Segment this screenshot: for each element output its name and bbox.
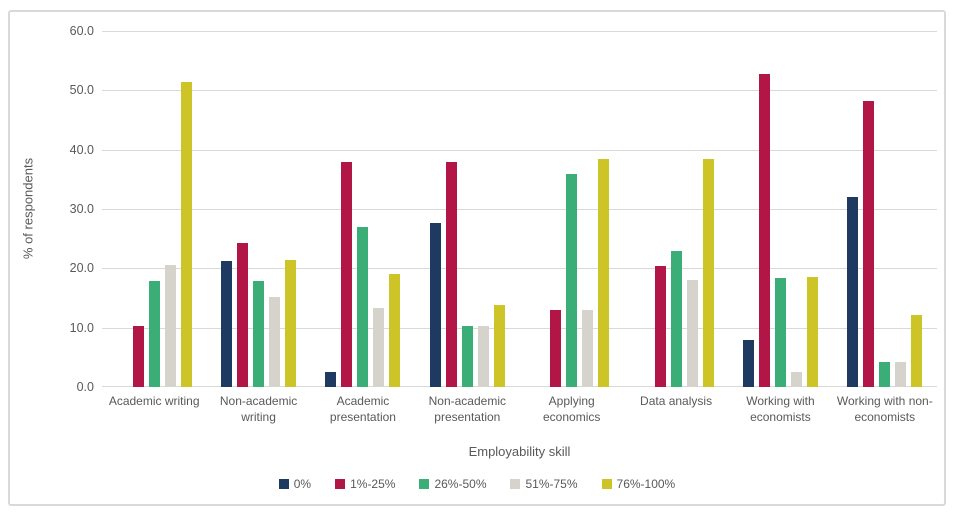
gridline [102,90,937,92]
bar [389,274,401,387]
legend-label: 1%-25% [350,477,396,491]
bar [582,310,594,387]
bar [742,340,754,387]
bar-group [206,31,310,387]
x-axis: Academic writing Non-academic writing Acad… [102,394,937,425]
category-label: Non-academic writing [219,394,298,424]
gridline [102,209,937,210]
bar [429,223,441,387]
legend-label: 0% [293,477,312,491]
legend-label: 76%-100% [616,477,676,491]
bar [758,73,770,387]
category-cell: Applying economics [520,394,624,425]
bar [325,371,337,387]
category-label: Non-academic presentation [428,394,506,424]
bar [493,305,505,387]
legend-item: 51%-75% [510,477,578,491]
legend-item: 76%-100% [601,477,676,491]
y-tick-label: 40.0 [69,142,94,157]
y-axis: 60.0 50.0 40.0 30.0 20.0 10.0 0.0 [10,24,94,394]
bar [863,101,875,387]
category-label: Academic writing [108,394,200,408]
bar [879,362,891,387]
bar-group [624,31,728,387]
bar-group [311,31,415,387]
bar [911,315,923,387]
category-cell: Academic presentation [311,394,415,425]
y-tick-label: 10.0 [69,320,94,335]
bar [806,277,818,387]
category-label: Data analysis [640,394,713,408]
bar [566,174,578,387]
bar-groups [102,31,937,387]
bar-group [415,31,519,387]
bar [461,325,473,387]
y-tick-label: 30.0 [69,202,94,216]
x-axis-title: Employability skill [468,444,571,459]
bar [132,325,144,387]
y-tick-label: 60.0 [69,24,94,38]
bar [702,158,714,387]
bar [237,242,249,387]
bar [895,361,907,387]
legend-swatch [510,479,521,489]
plot-area [102,31,937,387]
bar [341,161,353,387]
category-label: Applying economics [543,394,601,424]
chart-container: % of respondents 60.0 50.0 40.0 30.0 20.0 10.… [8,10,946,506]
category-cell: Academic writing [102,394,206,425]
bar [373,307,385,387]
legend-label: 26%-50% [434,477,487,491]
gridline [102,31,937,32]
bar [550,310,562,387]
bar [654,265,666,387]
legend-item: 26%-50% [419,477,486,491]
category-cell: Working with non-economists [833,394,937,425]
bar [670,250,682,387]
bar [180,82,192,387]
category-cell: Data analysis [624,394,728,425]
y-tick-label: 20.0 [69,261,94,276]
legend-swatch [601,479,612,489]
y-tick-label: 0.0 [76,380,94,394]
bar-group [102,31,206,387]
bar-group [728,31,832,387]
bar [477,325,489,387]
legend-item: 1%-25% [335,477,395,491]
bar-group [833,31,937,387]
category-cell: Non-academic writing [206,394,310,425]
bar [269,296,281,387]
legend-label: 51%-75% [525,477,578,491]
legend: 0% 1%-25% 26%-50% 51%-75% 76%-100% [10,477,944,491]
category-cell: Working with economists [728,394,832,425]
category-label: Working with non-economists [836,394,933,424]
bar [253,280,265,387]
y-tick-label: 50.0 [69,83,94,98]
category-cell: Non-academic presentation [415,394,519,425]
legend-swatch [335,479,346,489]
bar [598,158,610,387]
bar [790,372,802,387]
bar-group [520,31,624,387]
legend-swatch [419,479,430,489]
legend-swatch [278,479,289,489]
bar [148,280,160,387]
category-label: Working with economists [746,394,815,424]
bar [357,227,369,387]
bar [164,265,176,387]
gridline [102,268,937,270]
gridline [102,327,937,329]
gridline [102,149,937,151]
bar [686,279,698,387]
bar [221,261,233,387]
bar [847,196,859,387]
category-label: Academic presentation [329,394,396,424]
gridline [102,386,937,387]
bar [774,278,786,387]
legend-item: 0% [278,477,312,491]
bar [285,260,297,387]
bar [445,161,457,387]
